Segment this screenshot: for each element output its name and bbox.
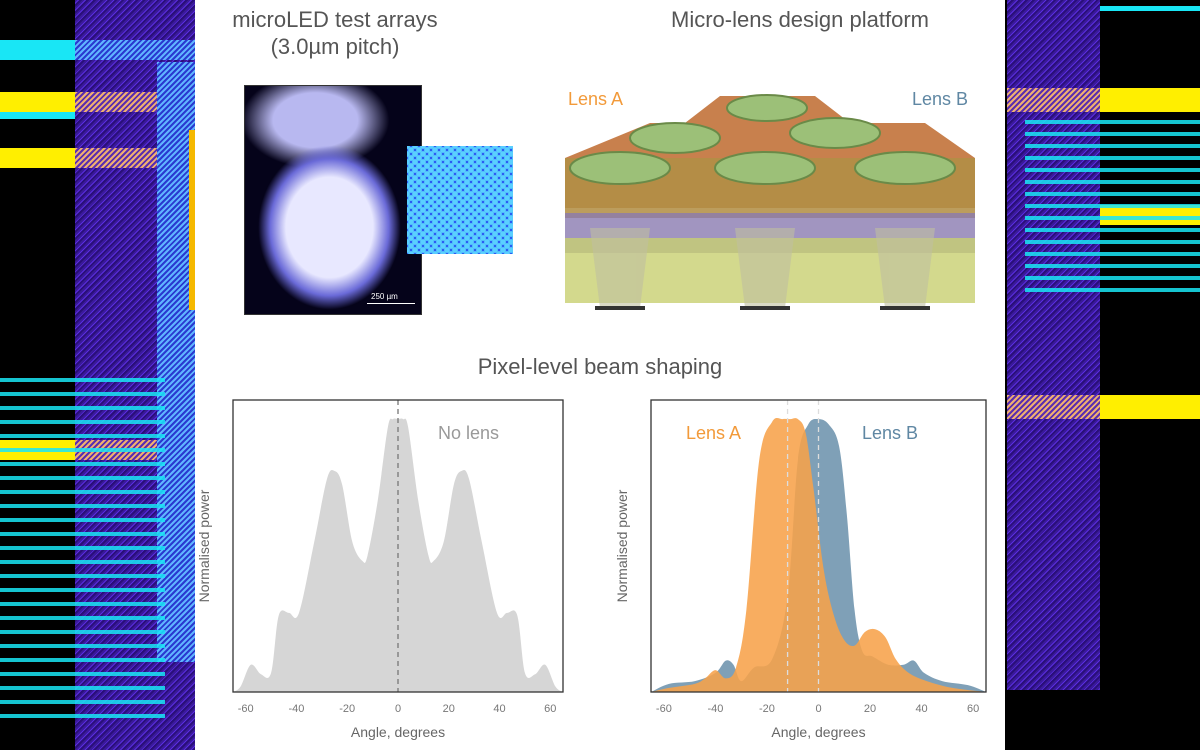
scale-bar-label: 250 µm: [371, 292, 398, 301]
chart2-lens-b-label: Lens B: [862, 423, 919, 443]
y-axis-label: Normalised power: [196, 489, 212, 602]
microlens-3d-render: [565, 94, 975, 310]
microled-title-line2: (3.0µm pitch): [270, 34, 400, 59]
x-tick-label: 20: [443, 703, 455, 715]
x-tick-label: -60: [238, 703, 254, 715]
lens-b-label: Lens B: [912, 89, 969, 109]
microled-portrait-image: 250 µm: [244, 85, 422, 315]
microled-title-line1: microLED test arrays: [232, 7, 438, 32]
y-axis-label: Normalised power: [614, 489, 630, 602]
x-tick-label: -20: [339, 703, 355, 715]
x-tick-label: 60: [544, 703, 556, 715]
microled-title: microLED test arrays (3.0µm pitch): [210, 6, 460, 60]
scale-bar: 250 µm: [367, 292, 415, 306]
x-tick-label: 0: [395, 703, 401, 715]
chart2-lens-a-label: Lens A: [686, 423, 742, 443]
lens-comparison-chart: -60 -40 -20 0 20 40 60 Angle, degrees Normalised…: [614, 399, 987, 740]
x-tick-label: 0: [815, 703, 821, 715]
x-tick-label: 60: [967, 703, 979, 715]
right-chip-layout: [1005, 0, 1200, 750]
x-tick-label: 20: [864, 703, 876, 715]
x-tick-label: -60: [656, 703, 672, 715]
no-lens-label: No lens: [438, 423, 500, 443]
beam-shaping-title: Pixel-level beam shaping: [477, 354, 723, 379]
left-chip-layout: [0, 0, 195, 750]
x-axis-label: Angle, degrees: [351, 724, 445, 740]
x-tick-label: -40: [289, 703, 305, 715]
x-axis-label: Angle, degrees: [771, 724, 865, 740]
plot-frame: [650, 399, 987, 693]
plot-frame: [232, 399, 564, 693]
lens-a-label: Lens A: [568, 89, 624, 109]
x-tick-label: -40: [707, 703, 723, 715]
x-tick-label: 40: [915, 703, 927, 715]
microlens-title: Micro-lens design platform: [671, 7, 929, 32]
microled-array-image: [407, 146, 513, 254]
x-tick-label: 40: [493, 703, 505, 715]
x-tick-label: -20: [759, 703, 775, 715]
no-lens-chart: -60 -40 -20 0 20 40 60 Angle, degrees Normalised…: [196, 399, 564, 740]
